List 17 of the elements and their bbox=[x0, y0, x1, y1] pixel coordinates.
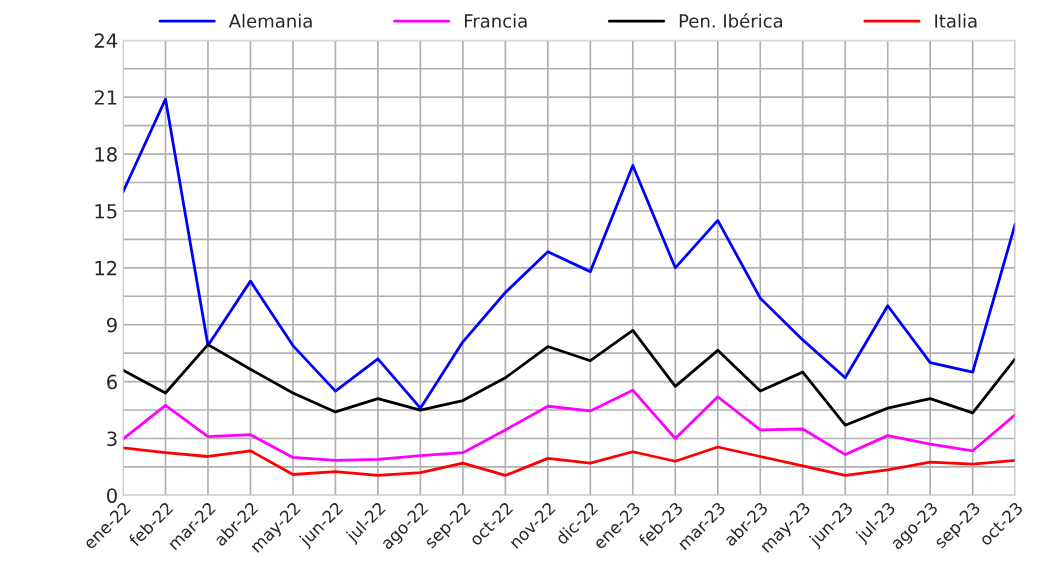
y-tick-label: 15 bbox=[95, 204, 117, 219]
line-series bbox=[123, 388, 1016, 462]
line-series bbox=[123, 445, 1016, 477]
legend-label: Pen. Ibérica bbox=[679, 13, 783, 28]
y-tick-label: 21 bbox=[94, 90, 117, 105]
y-tick-label: 6 bbox=[107, 374, 117, 390]
line-series bbox=[123, 329, 1016, 427]
legend-label: Italia bbox=[935, 13, 977, 28]
y-tick-label: 12 bbox=[95, 260, 117, 276]
y-tick-label: 9 bbox=[106, 317, 117, 333]
y-tick-label: 3 bbox=[107, 431, 117, 447]
legend-label: Alemania bbox=[228, 13, 312, 28]
y-tick-label: 24 bbox=[94, 33, 118, 48]
y-tick-label: 18 bbox=[95, 147, 117, 162]
legend-label: Francia bbox=[464, 13, 527, 28]
line-series bbox=[123, 97, 1016, 410]
y-tick-label: 0 bbox=[107, 488, 117, 504]
